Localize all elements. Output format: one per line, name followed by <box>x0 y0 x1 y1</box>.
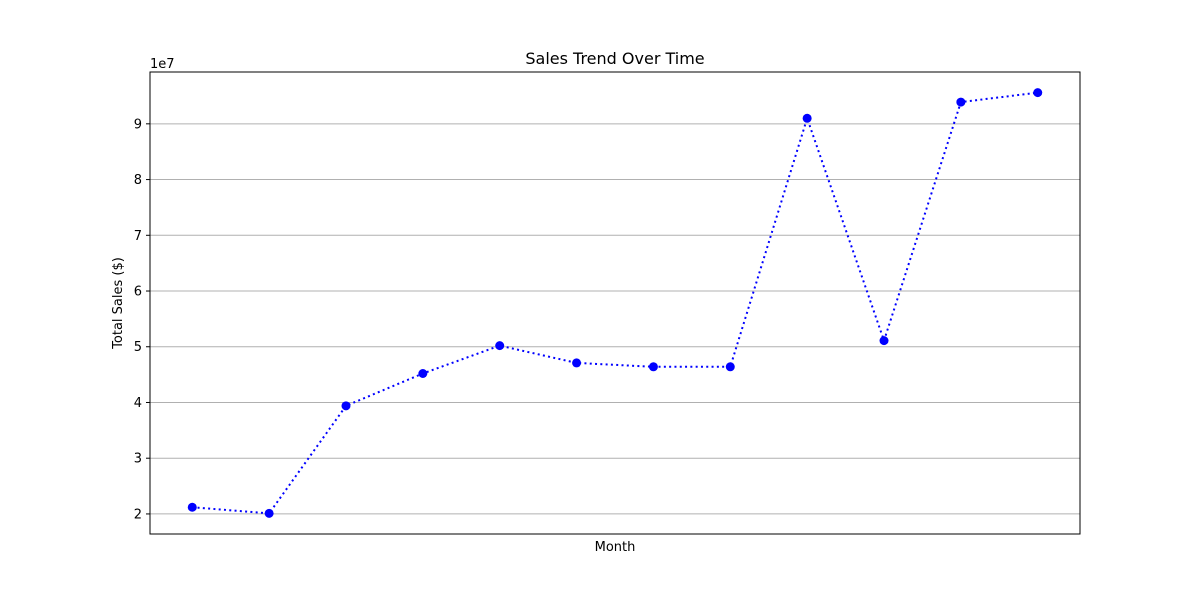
y-tick-label-3: 3 <box>134 452 142 467</box>
data-point-11 <box>956 97 966 107</box>
series-layer <box>187 88 1043 518</box>
data-point-3 <box>341 401 351 411</box>
y-tick-label-9: 9 <box>134 117 142 132</box>
data-point-6 <box>572 358 582 368</box>
data-point-4 <box>418 369 428 378</box>
y-tick-label-8: 8 <box>134 173 142 188</box>
data-point-2 <box>264 508 274 518</box>
y-tick-label-2: 2 <box>134 507 142 522</box>
data-point-10 <box>879 336 889 346</box>
grid-lines <box>150 123 1080 515</box>
data-point-12 <box>1033 88 1043 98</box>
y-tick-label-4: 4 <box>134 396 142 411</box>
data-point-7 <box>648 362 658 372</box>
data-point-5 <box>495 341 505 351</box>
data-point-1 <box>187 502 197 512</box>
y-tick-label-7: 7 <box>134 229 142 244</box>
plot-frame <box>149 71 1081 535</box>
x-axis-label: Month <box>595 540 636 555</box>
data-point-9 <box>802 113 812 123</box>
y-axis-label: Total Sales ($) <box>111 257 126 350</box>
data-point-8 <box>725 362 735 372</box>
y-tick-label-5: 5 <box>134 340 142 355</box>
y-tick-label-6: 6 <box>134 285 142 300</box>
chart-title: Sales Trend Over Time <box>525 49 704 68</box>
y-axis-offset-text: 1e7 <box>150 57 175 72</box>
y-axis-ticks: 2 3 4 5 6 7 8 9 <box>134 117 150 522</box>
series-line-0 <box>192 91 1038 515</box>
